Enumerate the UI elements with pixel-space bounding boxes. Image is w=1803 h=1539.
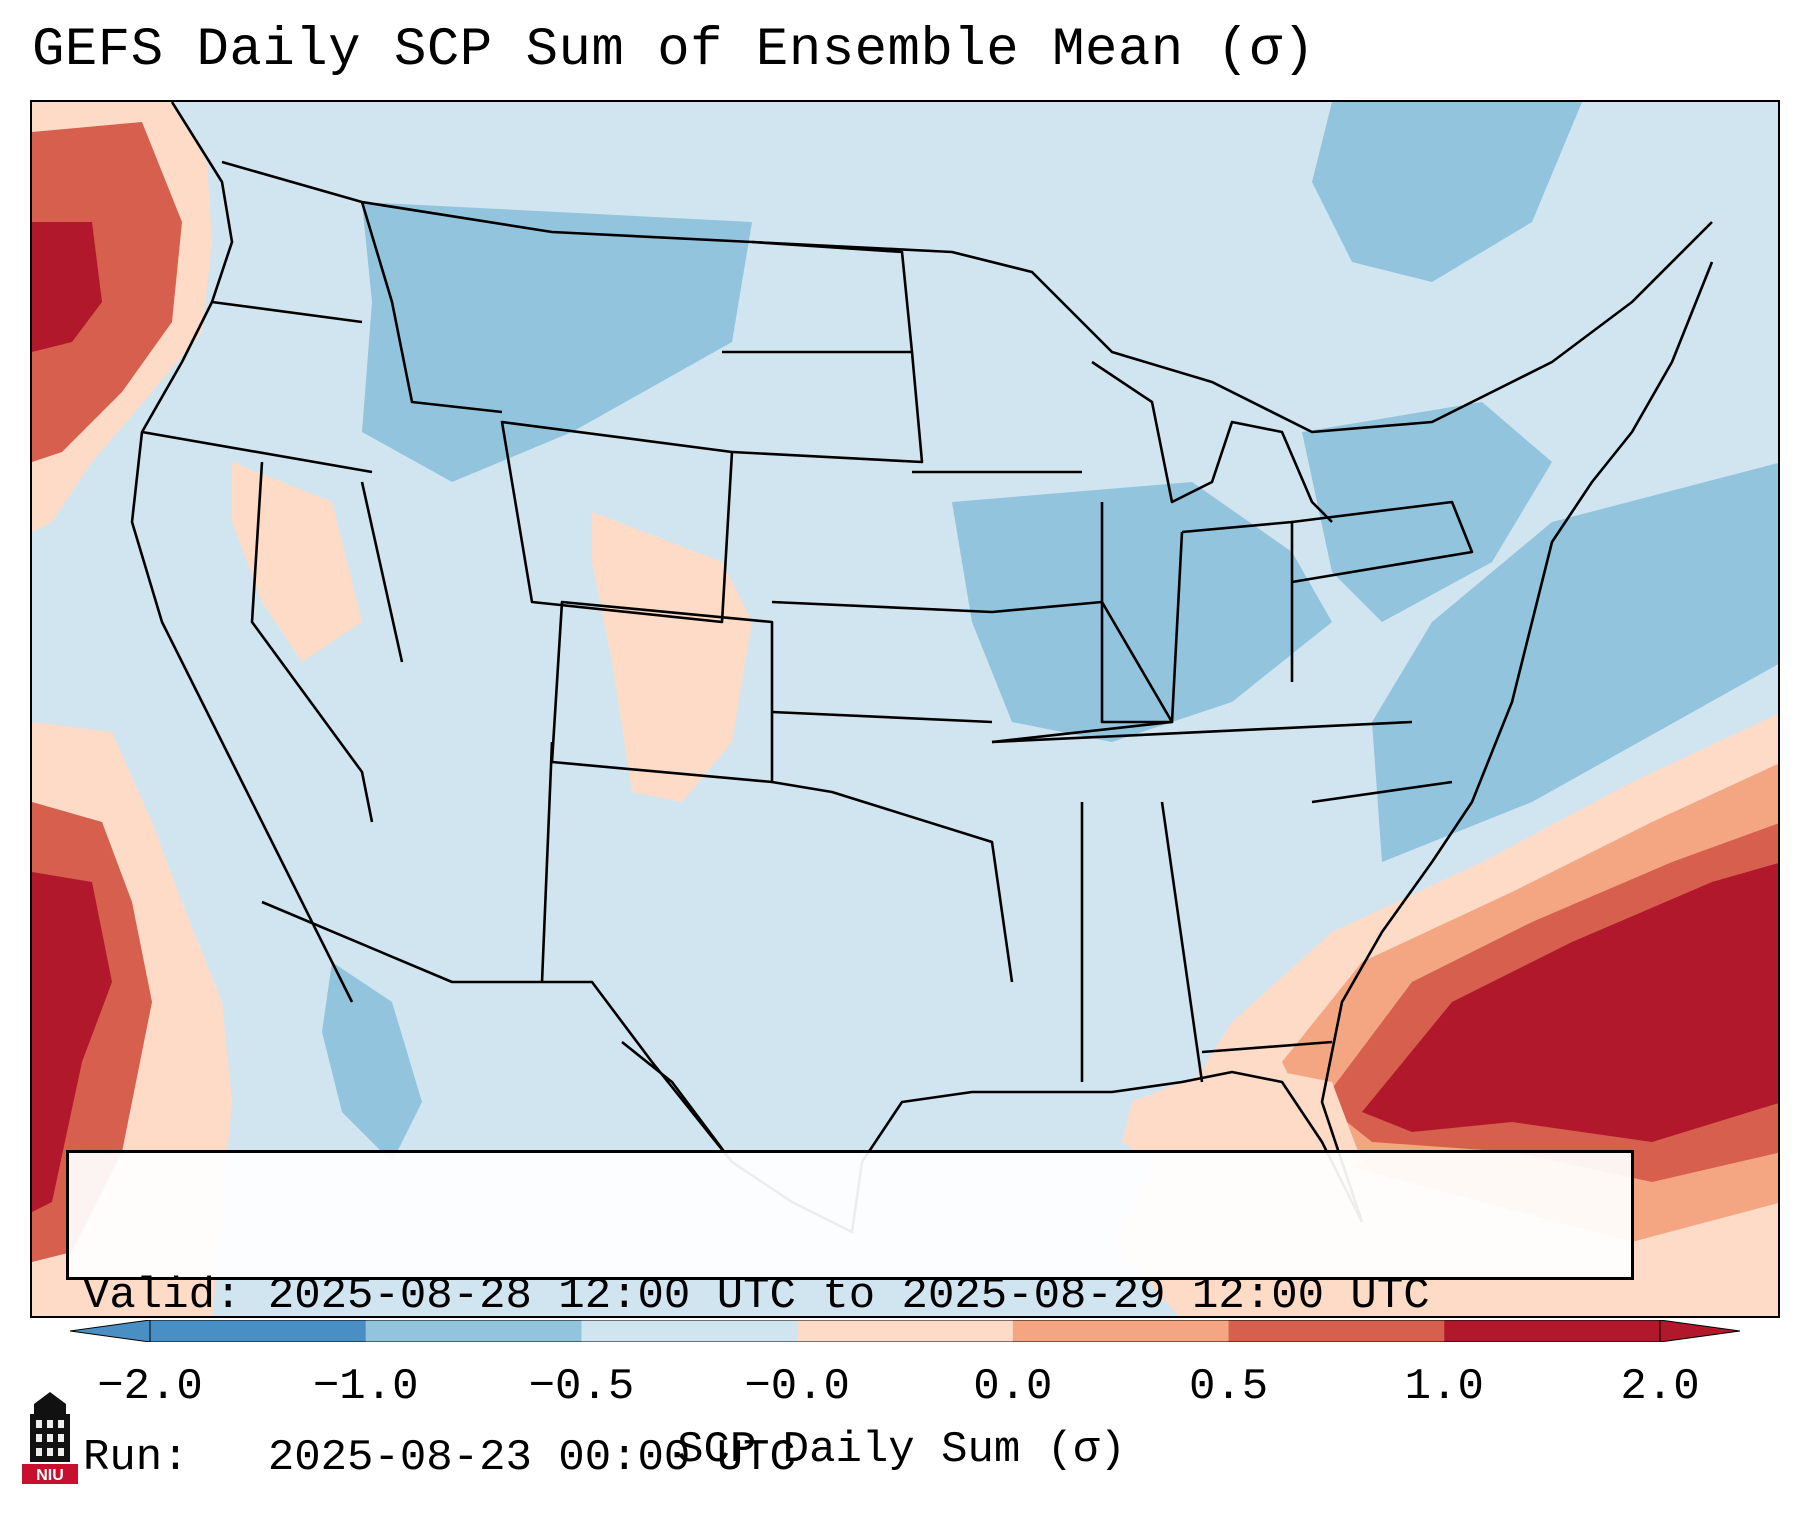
state-or-ca: [141, 430, 373, 474]
northeast-coast: [1320, 261, 1714, 1223]
colorbar-segment: [1444, 1320, 1661, 1342]
negative-northeast: [1302, 402, 1552, 622]
state-mo: [991, 600, 1174, 744]
run-label: Run:: [83, 1433, 189, 1483]
colorbar-tick-label: −2.0: [97, 1362, 203, 1412]
scp-field-map: [32, 102, 1778, 1316]
colorbar-label: SCP Daily Sum (σ): [677, 1425, 1126, 1475]
west-coast: [130, 102, 354, 1003]
negative-midwest: [952, 482, 1332, 742]
colorbar-tick-label: −1.0: [312, 1362, 419, 1412]
canada-border: [221, 160, 1713, 434]
state-ga-fl: [1201, 1040, 1333, 1054]
state-ca-nv: [250, 461, 374, 823]
colorbar-segment: [1228, 1320, 1445, 1342]
anomaly-pacific-south-max: [32, 872, 112, 1212]
state-ne-ks: [771, 600, 993, 614]
colorbar-segment: [365, 1320, 582, 1342]
colorbar-segment: [1012, 1320, 1230, 1342]
anomaly-nevada: [232, 462, 362, 662]
colorbar-segment: [150, 1320, 367, 1342]
colorbar-tick-label: 0.5: [1188, 1362, 1269, 1412]
run-value: 2025-08-23 00:00 UTC: [267, 1433, 796, 1483]
negative-baja: [322, 962, 422, 1162]
state-il-in: [1100, 502, 1184, 724]
run-row: Run: 2025-08-23 00:00 UTC: [83, 1431, 1617, 1485]
colorbar-tick-label: −0.5: [528, 1362, 635, 1412]
colorbar-tick-label: 0.0: [973, 1362, 1053, 1412]
colorbar-tick-label: 2.0: [1620, 1362, 1700, 1412]
state-pa-ny: [1291, 500, 1474, 584]
state-nv-ut: [360, 481, 404, 663]
state-wy-box: [500, 420, 734, 624]
atlantic-negative: [1372, 463, 1778, 862]
colorbar-extend-high: [1659, 1320, 1740, 1342]
anomaly-atlantic-max: [1362, 863, 1778, 1142]
map-panel: [30, 100, 1780, 1318]
state-ks-ok: [771, 710, 993, 724]
colorbar-extend-low: [70, 1320, 151, 1342]
colorbar: [70, 1320, 1740, 1342]
negative-montana: [362, 202, 752, 482]
state-wa-or: [211, 300, 363, 324]
negative-canada: [1312, 102, 1582, 282]
valid-value: 2025-08-28 12:00 UTC to 2025-08-29 12:00…: [267, 1271, 1430, 1321]
colorbar-tick-label: 1.0: [1404, 1362, 1484, 1412]
colorbar-segment: [581, 1320, 798, 1342]
state-tn: [991, 720, 1413, 744]
anomaly-pacific-north-core: [32, 122, 182, 462]
colorbar-tick-label: −0.0: [744, 1362, 850, 1412]
anomaly-colorado: [592, 512, 752, 802]
anomaly-pacific-north-max: [32, 222, 102, 352]
state-id-mt: [360, 201, 503, 414]
great-lakes: [1091, 360, 1333, 523]
colorbar-segment: [797, 1320, 1014, 1342]
map-title: GEFS Daily SCP Sum of Ensemble Mean (σ): [32, 20, 1316, 81]
valid-label: Valid:: [83, 1271, 242, 1321]
state-nc-sc: [1311, 780, 1453, 804]
logo-text: NIU: [36, 1467, 64, 1484]
state-az-nm: [540, 741, 554, 983]
state-ms-al: [1080, 801, 1204, 1083]
mexico-border: [261, 900, 734, 1163]
state-ok-tx: [771, 780, 1014, 983]
valid-row: Valid: 2025-08-28 12:00 UTC to 2025-08-2…: [83, 1269, 1617, 1323]
niu-tower-logo-icon: NIU: [22, 1392, 78, 1484]
valid-run-info-box: Valid: 2025-08-28 12:00 UTC to 2025-08-2…: [66, 1150, 1634, 1483]
